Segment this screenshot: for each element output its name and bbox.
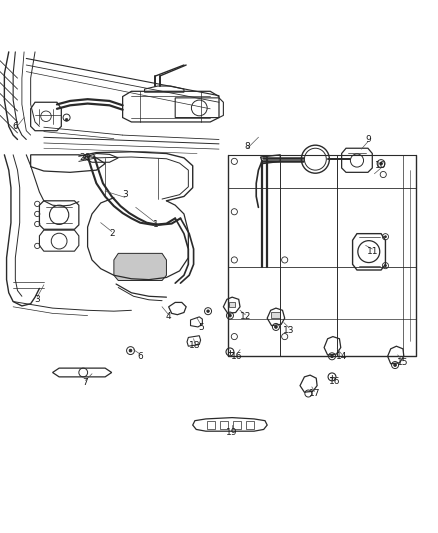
Circle shape <box>207 310 209 312</box>
Text: 6: 6 <box>12 122 18 131</box>
Text: 12: 12 <box>240 312 251 321</box>
Text: 11: 11 <box>367 247 378 256</box>
Polygon shape <box>114 253 166 280</box>
Text: 5: 5 <box>198 324 205 332</box>
Text: 3: 3 <box>122 190 128 199</box>
Text: 7: 7 <box>82 378 88 387</box>
Text: 16: 16 <box>329 377 341 386</box>
Text: 19: 19 <box>226 427 238 437</box>
Text: 4: 4 <box>166 312 171 321</box>
Text: 8: 8 <box>244 142 251 150</box>
Text: 6: 6 <box>137 352 143 361</box>
Polygon shape <box>271 312 280 318</box>
Text: 1: 1 <box>152 220 159 229</box>
Text: 10: 10 <box>375 161 387 170</box>
Circle shape <box>65 118 68 121</box>
Polygon shape <box>229 302 235 307</box>
Text: 20: 20 <box>80 154 91 163</box>
Text: 3: 3 <box>34 295 40 304</box>
Circle shape <box>129 349 132 352</box>
Circle shape <box>229 314 231 317</box>
Text: 17: 17 <box>309 389 320 398</box>
Text: 16: 16 <box>231 352 242 361</box>
Text: 9: 9 <box>365 135 371 144</box>
Text: 15: 15 <box>397 358 409 367</box>
Circle shape <box>394 364 396 366</box>
Circle shape <box>331 355 333 358</box>
Text: 18: 18 <box>189 341 201 350</box>
Text: 14: 14 <box>336 352 347 361</box>
Text: 2: 2 <box>109 229 114 238</box>
Circle shape <box>385 236 386 238</box>
Circle shape <box>385 265 386 266</box>
Text: 13: 13 <box>283 326 295 335</box>
Circle shape <box>380 162 382 165</box>
Circle shape <box>275 326 277 328</box>
